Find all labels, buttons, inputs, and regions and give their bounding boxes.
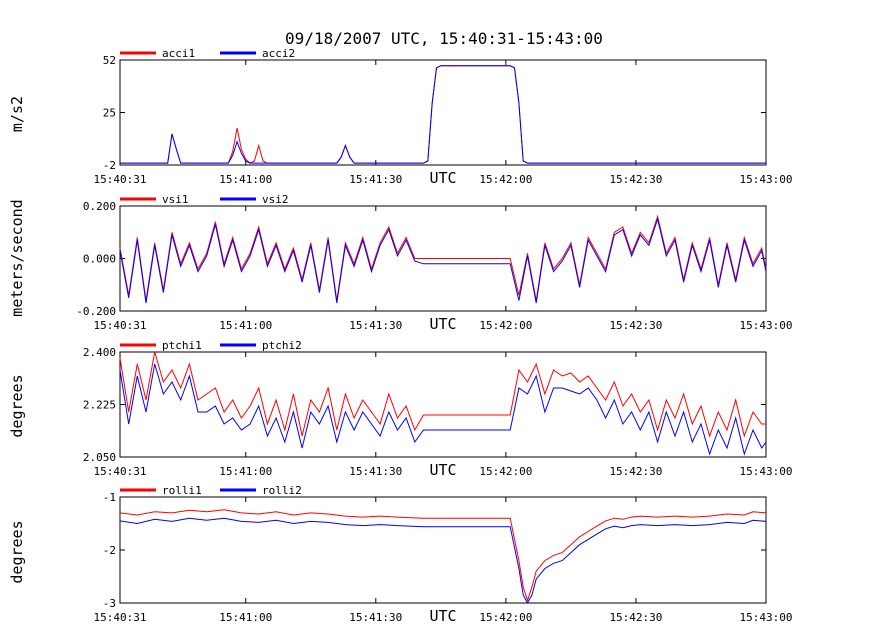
chart-title: 09/18/2007 UTC, 15:40:31-15:43:00: [285, 29, 603, 48]
y-tick-label: 2.400: [83, 346, 116, 359]
y-tick-label: -0.200: [76, 305, 116, 318]
legend-label-rolli2: rolli2: [262, 484, 302, 497]
x-tick-label: 15:40:31: [94, 319, 147, 332]
y-axis-title: m/s2: [8, 96, 26, 132]
x-tick-label: 15:41:00: [219, 173, 272, 186]
series-line-vsi1: [119, 214, 767, 301]
x-tick-label: 15:40:31: [94, 173, 147, 186]
y-tick-label: -2: [103, 544, 116, 557]
legend-label-rolli1: rolli1: [162, 484, 202, 497]
x-tick-label: 15:43:00: [740, 173, 793, 186]
y-tick-label: -3: [103, 597, 116, 610]
legend-label-ptchi1: ptchi1: [162, 339, 202, 352]
panel-4: -1 -2 -315:40:31 15:41:00 15:41:30 15:42:00 15…: [8, 484, 792, 625]
y-tick-label: 52: [103, 54, 116, 67]
plot-frame: [119, 59, 767, 166]
x-tick-label: 15:42:30: [609, 611, 662, 624]
legend-label-acci2: acci2: [262, 47, 295, 60]
x-axis-title: UTC: [429, 315, 456, 333]
x-tick-label: 15:42:00: [479, 173, 532, 186]
y-tick-label: 0.200: [83, 200, 116, 213]
x-axis-title: UTC: [429, 461, 456, 479]
series-line-ptchi1: [119, 351, 766, 438]
series-line-ptchi2: [119, 363, 767, 456]
y-axis-title: degrees: [8, 520, 26, 583]
x-tick-label: 15:42:00: [479, 319, 532, 332]
plot-frame: [119, 351, 767, 458]
x-tick-label: 15:41:00: [219, 319, 272, 332]
x-tick-label: 15:41:30: [349, 173, 402, 186]
x-tick-label: 15:42:00: [479, 465, 532, 478]
series-line-acci1: [120, 65, 766, 164]
legend-label-vsi1: vsi1: [162, 193, 189, 206]
x-tick-label: 15:40:31: [94, 611, 147, 624]
y-tick-label: -1: [103, 491, 116, 504]
x-tick-label: 15:41:30: [349, 319, 402, 332]
x-tick-label: 15:43:00: [740, 611, 793, 624]
x-tick-label: 15:42:00: [479, 611, 532, 624]
y-axis-title: meters/second: [8, 199, 26, 316]
legend-label-acci1: acci1: [162, 47, 195, 60]
x-tick-label: 15:40:31: [94, 465, 147, 478]
x-tick-label: 15:42:30: [609, 465, 662, 478]
x-tick-label: 15:42:30: [609, 319, 662, 332]
series-line-vsi2: [119, 217, 767, 304]
y-axis-title: degrees: [8, 374, 26, 437]
y-tick-label: 2.225: [83, 399, 116, 412]
y-tick-label: -2: [103, 159, 116, 172]
series-line-rolli1: [119, 509, 767, 603]
x-tick-label: 15:41:30: [349, 611, 402, 624]
x-tick-label: 15:41:00: [219, 465, 272, 478]
series-line-acci2: [120, 65, 766, 164]
y-tick-label: 0.000: [83, 253, 116, 266]
x-tick-label: 15:41:00: [219, 611, 272, 624]
x-tick-label: 15:43:00: [740, 465, 793, 478]
panel-1: 52 25 -215:40:31 15:41:00 15:41:30 15:42:00 15…: [8, 47, 792, 187]
x-axis-title: UTC: [429, 169, 456, 187]
plot-frame: [119, 496, 767, 604]
legend-label-ptchi2: ptchi2: [262, 339, 302, 352]
x-tick-label: 15:41:30: [349, 465, 402, 478]
y-tick-label: 25: [103, 107, 116, 120]
x-tick-label: 15:43:00: [740, 319, 793, 332]
y-tick-label: 2.050: [83, 451, 116, 464]
x-tick-label: 15:42:30: [609, 173, 662, 186]
x-axis-title: UTC: [429, 607, 456, 625]
series-line-rolli2: [119, 517, 767, 605]
legend-label-vsi2: vsi2: [262, 193, 289, 206]
